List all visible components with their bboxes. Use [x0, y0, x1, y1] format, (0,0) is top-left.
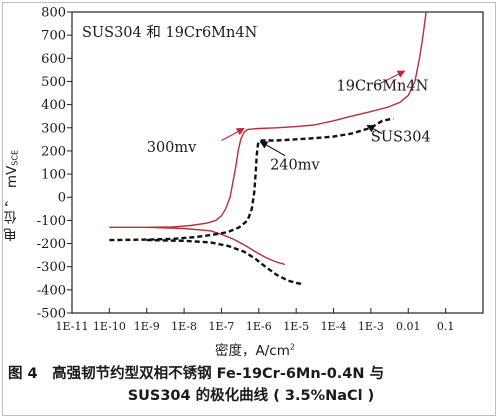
x-axis-label: 密度，A/cm2	[215, 339, 295, 360]
plot-area	[71, 11, 484, 314]
y-axis-label-sub: SCE	[10, 150, 20, 166]
x-axis-label-sup: 2	[289, 342, 295, 352]
series-layer	[109, 11, 427, 286]
caption-line-2: SUS304 的极化曲线 ( 3.5%NaCl )	[127, 388, 375, 404]
annotation-sus304: SUS304	[371, 130, 431, 146]
y-tick-label: 600	[41, 52, 66, 67]
x-tick-label: 1E-5	[283, 320, 309, 333]
series-19cr6mn4n-anodic-curve	[109, 11, 427, 229]
y-tick-label: 100	[41, 168, 66, 183]
x-tick-label: 1E-4	[321, 320, 347, 333]
annotation-300mv: 300mv	[147, 140, 197, 156]
annotation-19cr6mn4n: 19Cr6Mn4N	[337, 79, 429, 95]
x-axis: 1E-11 1E-10 1E-9 1E-8 1E-7 1E-6 1E-5 1E-4 1E-3 0.…	[56, 308, 455, 333]
x-tick-label: 0.01	[396, 320, 421, 333]
x-tick-label: 1E-3	[358, 320, 384, 333]
annotation-arrow	[221, 127, 245, 141]
y-axis-label-main: 电 位 ， mV	[4, 165, 20, 242]
annotation-layer: 300mv 240mv SUS304 19Cr6Mn4N	[147, 70, 431, 173]
figure-frame	[2, 2, 496, 416]
y-tick-label: -400	[37, 283, 66, 298]
y-tick-label: -500	[37, 307, 66, 322]
y-tick-label: 200	[41, 144, 66, 159]
y-tick-label: 700	[41, 29, 66, 44]
y-tick-label: 800	[41, 6, 66, 21]
series-sus304-cathodic-curve	[146, 238, 304, 286]
chart-title: SUS304 和 19Cr6Mn4N	[82, 24, 258, 41]
y-axis-label: 电 位 ， mVSCE	[2, 150, 26, 241]
series-sus304-anodic-curve	[109, 117, 394, 242]
x-tick-label: 1E-10	[93, 320, 126, 333]
figure-caption: 图 4 高强韧节约型双相不锈钢 Fe-19Cr-6Mn-0.4N 与 SUS30…	[8, 363, 494, 407]
x-tick-label: 1E-8	[171, 320, 197, 333]
x-tick-label: 0.1	[437, 320, 455, 333]
y-axis: 800 700 600 500 400 300 200 100 0 -100 -200 -300 -40…	[37, 6, 72, 322]
x-tick-label: 1E-11	[56, 320, 89, 333]
y-tick-label: 0	[58, 191, 66, 206]
x-tick-label: 1E-7	[208, 320, 234, 333]
x-axis-label-main: 密度，A/cm	[215, 343, 290, 359]
y-tick-label: 300	[41, 121, 66, 136]
y-tick-label: -100	[37, 214, 66, 229]
y-tick-label: -200	[37, 237, 66, 252]
annotation-240mv: 240mv	[270, 157, 320, 173]
y-tick-label: 400	[41, 98, 66, 113]
annotation-arrow	[366, 124, 383, 135]
caption-line-1: 图 4 高强韧节约型双相不锈钢 Fe-19Cr-6Mn-0.4N 与	[8, 366, 385, 382]
x-tick-label: 1E-6	[246, 320, 272, 333]
y-tick-label: 500	[41, 75, 66, 90]
y-tick-label: -300	[37, 260, 66, 275]
annotation-arrow	[259, 141, 286, 157]
x-tick-label: 1E-9	[134, 320, 160, 333]
annotation-arrow	[377, 70, 406, 86]
series-19cr6mn4n-cathodic-curve	[146, 226, 286, 266]
